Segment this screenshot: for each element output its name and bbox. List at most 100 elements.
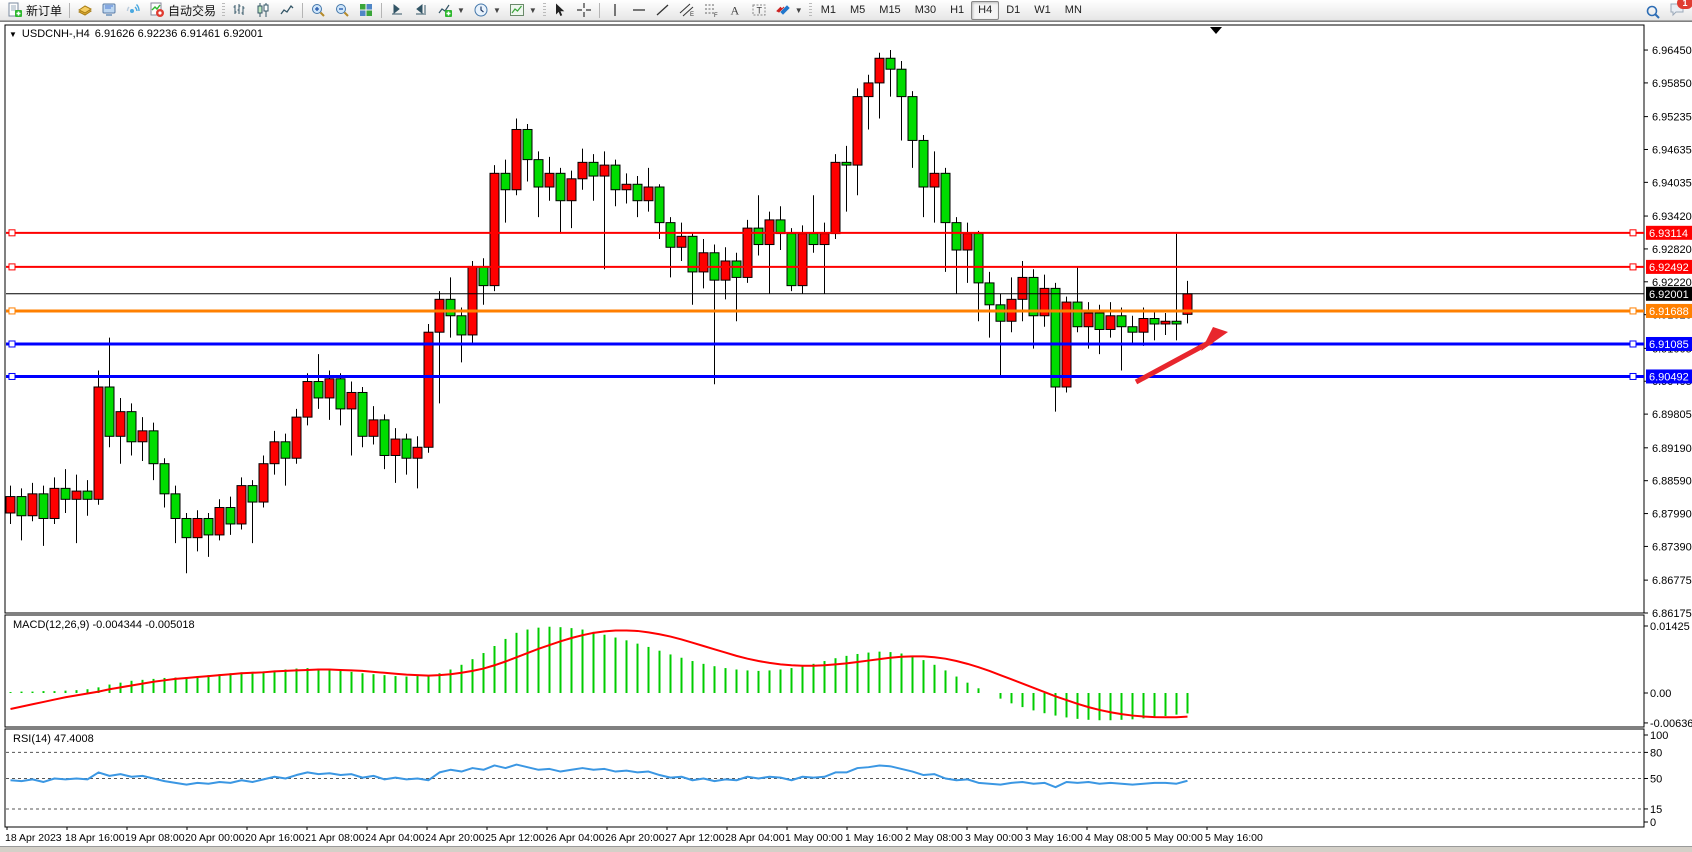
macd-indicator-label: MACD(12,26,9) -0.004344 -0.005018 bbox=[13, 619, 195, 631]
price-line-badge bbox=[1646, 336, 1692, 351]
cursor-tool-button[interactable] bbox=[548, 0, 572, 21]
market-watch-button[interactable] bbox=[73, 0, 97, 21]
auto-trading-button[interactable]: 自动交易 bbox=[145, 0, 220, 21]
candle-down bbox=[280, 441, 291, 459]
chart-window[interactable]: 6.96450 6.95850 6.95235 6.94635 6.94035 6.934… bbox=[0, 21, 1692, 852]
bar-chart-icon bbox=[233, 4, 245, 15]
timeframe-button-M1[interactable]: M1 bbox=[820, 3, 836, 16]
line-anchor[interactable] bbox=[1629, 340, 1637, 348]
terminal-icon bbox=[102, 3, 116, 16]
terminal-button[interactable] bbox=[97, 0, 121, 21]
timeframe-button-M15[interactable]: M15 bbox=[879, 3, 901, 16]
notifications-button[interactable]: 1 bbox=[1669, 0, 1692, 22]
candle-up bbox=[874, 57, 885, 84]
arrows-tool[interactable]: ▼ bbox=[771, 0, 807, 21]
candle-down bbox=[786, 233, 797, 287]
text-icon: A bbox=[730, 4, 739, 18]
periods-button[interactable]: ▼ bbox=[469, 0, 505, 21]
zoom-in-icon bbox=[312, 4, 325, 17]
auto-scroll-button[interactable] bbox=[385, 0, 409, 21]
timeframe-button-D1[interactable]: D1 bbox=[1006, 3, 1021, 16]
timeframe-button-W1[interactable]: W1 bbox=[1034, 3, 1051, 16]
candle-up bbox=[368, 419, 379, 437]
timeframe-button-H1[interactable]: H1 bbox=[950, 3, 965, 16]
horizontal-line-tool[interactable] bbox=[627, 0, 651, 21]
arrow-annotation-head[interactable] bbox=[1201, 327, 1228, 351]
crosshair-tool-button[interactable] bbox=[572, 0, 596, 21]
rsi-axis-label: 50 bbox=[1650, 774, 1662, 786]
candle-down bbox=[654, 186, 665, 224]
price-axis-label: 6.86175 bbox=[1652, 608, 1692, 620]
rsi-indicator-label: RSI(14) 47.4008 bbox=[13, 733, 94, 745]
candle-up bbox=[819, 233, 830, 246]
candle-down bbox=[313, 381, 324, 399]
zoom-in-button[interactable] bbox=[306, 0, 330, 21]
fibonacci-tool[interactable]: F bbox=[699, 0, 723, 21]
timeframe-button-H4[interactable]: H4 bbox=[971, 0, 1000, 20]
candle-down bbox=[687, 235, 698, 273]
separator bbox=[598, 2, 600, 18]
candle-up bbox=[511, 128, 522, 191]
line-anchor[interactable] bbox=[1629, 263, 1637, 271]
line-anchor[interactable] bbox=[8, 229, 16, 237]
timeframe-button-M5[interactable]: M5 bbox=[850, 3, 866, 16]
candle-down bbox=[335, 378, 346, 410]
new-order-button[interactable]: 新订单 bbox=[3, 0, 66, 21]
tile-windows-button[interactable] bbox=[354, 0, 378, 21]
text-tool[interactable]: A bbox=[723, 0, 747, 21]
vertical-line-icon bbox=[614, 4, 616, 16]
bar-chart-type-button[interactable] bbox=[227, 0, 251, 21]
search-icon[interactable] bbox=[1645, 4, 1661, 20]
tile-windows-icon bbox=[360, 4, 373, 16]
signals-button[interactable] bbox=[121, 0, 145, 21]
line-anchor[interactable] bbox=[8, 263, 16, 271]
timeframe-button-M30[interactable]: M30 bbox=[914, 3, 937, 16]
chart-shift-marker-icon[interactable] bbox=[1210, 27, 1222, 34]
date-axis-label: 24 Apr 04:00 bbox=[365, 832, 425, 844]
line-anchor[interactable] bbox=[8, 340, 16, 348]
zoom-out-button[interactable] bbox=[330, 0, 354, 21]
price-axis-label: 6.92820 bbox=[1652, 244, 1692, 256]
chart-shift-button[interactable] bbox=[409, 0, 433, 21]
line-anchor[interactable] bbox=[8, 307, 16, 315]
candle-down bbox=[126, 411, 137, 443]
templates-button[interactable]: ▼ bbox=[505, 0, 541, 21]
collapse-chart-icon[interactable]: ▼ bbox=[9, 29, 17, 39]
date-axis-label: 20 Apr 16:00 bbox=[245, 832, 305, 844]
candle-down bbox=[588, 161, 599, 177]
line-chart-type-button[interactable] bbox=[275, 0, 299, 21]
line-anchor[interactable] bbox=[1629, 229, 1637, 237]
candle-up bbox=[423, 331, 434, 448]
candle-down bbox=[1127, 326, 1138, 333]
candle-up bbox=[390, 438, 401, 456]
trendline-tool[interactable] bbox=[651, 0, 675, 21]
candle-up bbox=[236, 485, 247, 525]
line-anchor[interactable] bbox=[8, 372, 16, 380]
price-chart-canvas[interactable]: 6.96450 6.95850 6.95235 6.94635 6.94035 6.934… bbox=[0, 22, 1692, 852]
candle-up bbox=[302, 381, 313, 418]
candle-up bbox=[1017, 276, 1028, 300]
equidistant-channel-tool[interactable]: E bbox=[675, 0, 699, 21]
indicators-button[interactable]: ▼ bbox=[433, 0, 469, 21]
line-anchor[interactable] bbox=[1629, 307, 1637, 315]
candle-down bbox=[1050, 287, 1061, 388]
svg-text:E: E bbox=[690, 12, 694, 18]
candle-down bbox=[918, 139, 929, 188]
candle-up bbox=[1039, 287, 1050, 317]
arrow-annotation-shaft[interactable] bbox=[1134, 338, 1214, 385]
crosshair-icon bbox=[576, 3, 591, 17]
candle-down bbox=[104, 386, 115, 437]
auto-trading-label: 自动交易 bbox=[168, 3, 217, 18]
vertical-line-tool[interactable] bbox=[603, 0, 627, 21]
candlestick-type-button[interactable] bbox=[251, 0, 275, 21]
zoom-out-icon bbox=[336, 4, 349, 17]
candle-up bbox=[698, 252, 709, 273]
candle-up bbox=[258, 463, 269, 503]
line-anchor[interactable] bbox=[1629, 372, 1637, 380]
svg-text:T: T bbox=[756, 6, 762, 16]
timeframe-button-MN[interactable]: MN bbox=[1064, 3, 1082, 16]
text-label-tool[interactable]: T bbox=[747, 0, 771, 21]
candle-down bbox=[82, 490, 93, 500]
panel-frame bbox=[4, 24, 1645, 614]
macd-axis-label: -0.006367 bbox=[1650, 718, 1692, 730]
